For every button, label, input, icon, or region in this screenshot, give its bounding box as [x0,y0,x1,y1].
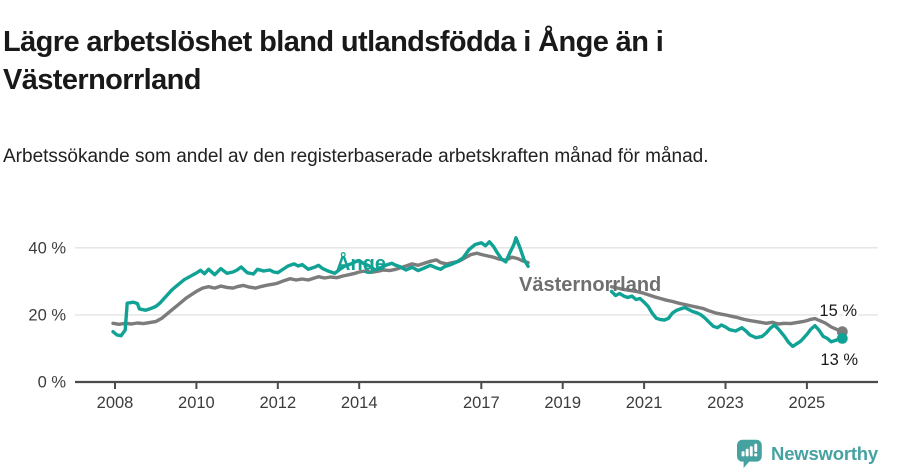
x-axis-tick-label: 2017 [463,394,500,412]
brand-name: Newsworthy [771,443,878,464]
y-axis-tick-label: 40 % [28,239,66,257]
x-axis-tick-label: 2008 [97,394,134,412]
x-axis-tick-label: 2025 [789,394,826,412]
x-axis-tick-label: 2012 [259,394,296,412]
chart-subtitle: Arbetssökande som andel av den registerb… [3,146,709,167]
x-axis-tick-label: 2019 [544,394,581,412]
series-line-ånge [609,289,844,349]
bar-chart-speech-bubble-icon [737,439,762,468]
x-axis-tick-label: 2014 [341,394,378,412]
end-dot-ånge [836,332,848,344]
series-label-ånge: Ånge [336,251,386,275]
x-axis-tick-label: 2010 [178,394,215,412]
newsworthy-logo-link[interactable]: Newsworthy [735,439,878,469]
y-axis-tick-label: 20 % [28,306,66,324]
series-label-västernorrland: Västernorrland [519,274,661,296]
x-axis-tick-label: 2021 [626,394,663,412]
end-value-label-ånge: 13 % [820,351,858,369]
x-axis-tick-label: 2023 [707,394,744,412]
y-axis-tick-label: 0 % [38,374,67,392]
chart-title: Lägre arbetslöshet bland utlandsfödda i … [3,26,664,96]
end-value-label-västernorrland: 15 % [819,302,857,320]
series-line-ånge [111,236,530,338]
series-line-västernorrland [609,285,844,334]
